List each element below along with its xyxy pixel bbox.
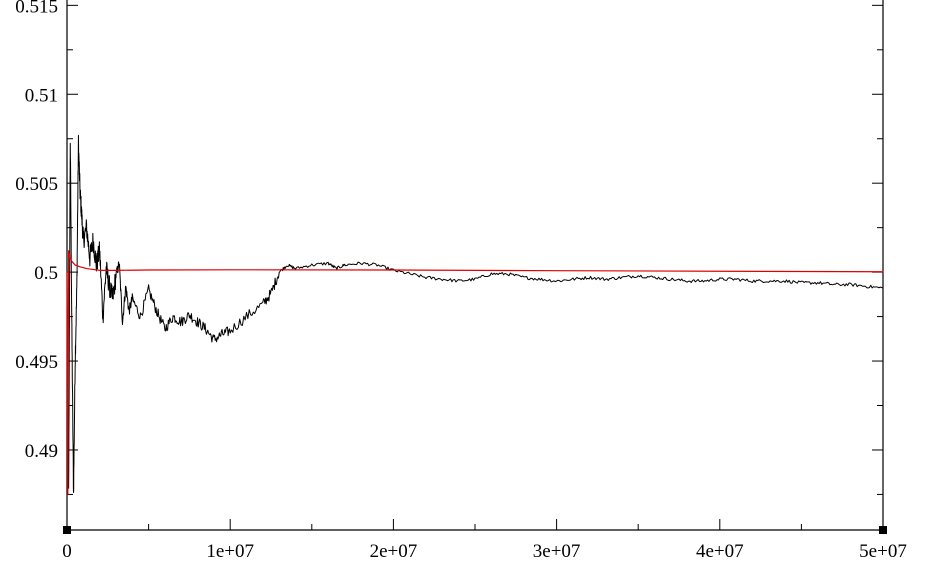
axes [63, 0, 887, 534]
y-tick-label: 0.5 [34, 263, 58, 284]
x-tick-label: 4e+07 [696, 541, 744, 562]
tick-labels: 0.49 0.495 0.5 0.505 0.51 0.515 0 1e+07 2e+07 3e+… [15, 0, 907, 562]
x-tick-label: 3e+07 [533, 541, 581, 562]
series-line-2 [66, 250, 884, 496]
x-tick-label: 5e+07 [859, 541, 907, 562]
corner-marker-left [63, 526, 71, 534]
series-layer [66, 134, 884, 496]
x-tick-label: 1e+07 [206, 541, 254, 562]
x-tick-label: 0 [62, 541, 72, 562]
x-tick-label: 2e+07 [370, 541, 418, 562]
series-line-1 [66, 134, 884, 494]
y-tick-label: 0.495 [15, 352, 58, 373]
y-tick-label: 0.49 [25, 441, 58, 462]
y-tick-label: 0.51 [25, 85, 58, 106]
corner-marker-right [879, 526, 887, 534]
y-tick-label: 0.515 [15, 0, 58, 17]
y-tick-label: 0.505 [15, 174, 58, 195]
